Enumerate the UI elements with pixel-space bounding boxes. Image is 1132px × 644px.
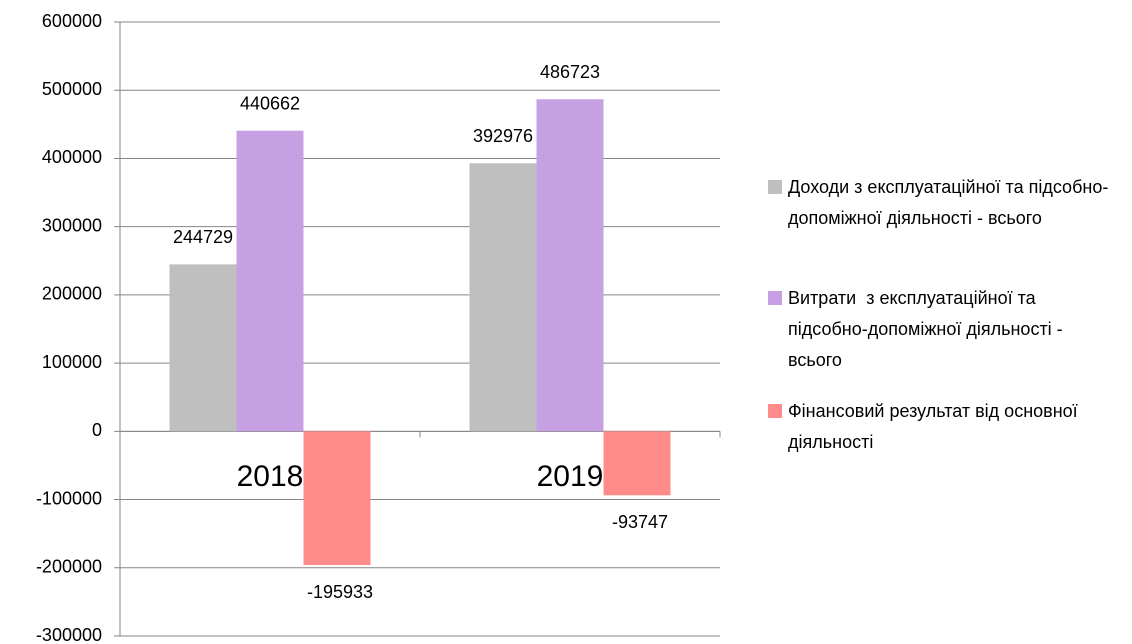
y-tick-label: 300000 — [42, 215, 102, 235]
bar — [469, 163, 537, 432]
y-tick-label: -200000 — [36, 557, 102, 577]
data-label: -195933 — [307, 582, 373, 602]
y-tick-label: 600000 — [42, 11, 102, 31]
legend-item: Фінансовий результат від основної діяльн… — [766, 396, 1116, 458]
y-tick-label: 100000 — [42, 352, 102, 372]
legend-label: Витрати з експлуатаційної та підсобно-до… — [788, 288, 1068, 370]
y-tick-label: -100000 — [36, 488, 102, 508]
data-label: 392976 — [473, 126, 533, 146]
y-tick-label: 200000 — [42, 284, 102, 304]
x-tick-label: 2018 — [237, 460, 304, 493]
bar — [169, 264, 237, 432]
legend-swatch — [768, 404, 782, 418]
data-label: 244729 — [173, 227, 233, 247]
bar — [536, 99, 604, 432]
y-tick-label: 500000 — [42, 79, 102, 99]
bar — [603, 431, 671, 496]
y-tick-label: -300000 — [36, 625, 102, 644]
data-label: -93747 — [612, 512, 668, 532]
legend-item: Доходи з експлуатаційної та підсобно-доп… — [766, 172, 1116, 234]
x-tick-label: 2019 — [537, 460, 604, 493]
y-tick-label: 400000 — [42, 147, 102, 167]
bar — [236, 130, 304, 432]
legend-swatch — [768, 291, 782, 305]
data-label: 486723 — [540, 62, 600, 82]
legend-label: Доходи з експлуатаційної та підсобно-доп… — [788, 177, 1109, 228]
legend-label: Фінансовий результат від основної діяльн… — [788, 401, 1083, 452]
bar — [303, 431, 371, 566]
y-tick-label: 0 — [92, 420, 102, 440]
data-label: 440662 — [240, 93, 300, 113]
legend-swatch — [768, 180, 782, 194]
legend-item: Витрати з експлуатаційної та підсобно-до… — [766, 283, 1116, 376]
